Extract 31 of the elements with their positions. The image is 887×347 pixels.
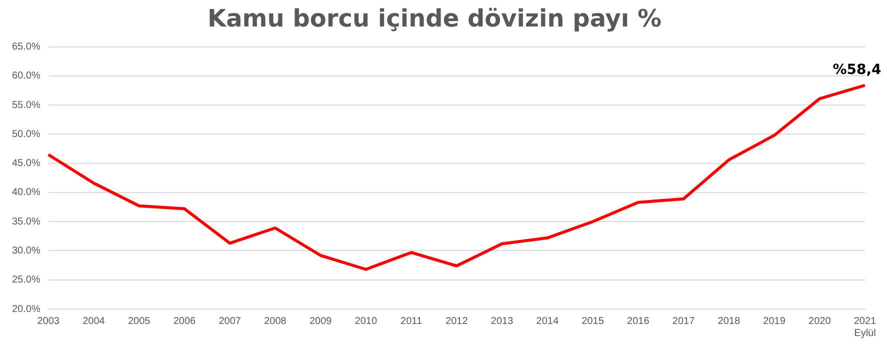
y-tick-label: 50.0% xyxy=(12,128,40,140)
x-tick-label: 2018 xyxy=(718,316,740,327)
x-tick-label: 2017 xyxy=(672,316,696,327)
y-tick-label: 65.0% xyxy=(12,42,40,53)
x-tick-label: 2007 xyxy=(218,316,242,327)
x-tick-label: 2021 Eylül xyxy=(854,316,877,339)
y-tick-label: 60.0% xyxy=(12,70,40,82)
x-tick-label: 2016 xyxy=(627,316,650,327)
y-tick-label: 45.0% xyxy=(12,158,40,170)
chart-title: Kamu borcu içinde dövizin payı % xyxy=(207,4,662,33)
x-tick-label: 2015 xyxy=(582,316,604,327)
x-tick-label: 2020 xyxy=(808,316,832,327)
y-tick-label: 55.0% xyxy=(12,100,40,111)
x-tick-label: 2013 xyxy=(490,316,514,327)
y-tick-label: 30.0% xyxy=(12,245,40,256)
x-tick-label: 2014 xyxy=(536,316,559,327)
x-tick-label: 2004 xyxy=(82,316,106,327)
y-tick-label: 40.0% xyxy=(12,187,40,198)
y-tick-label: 25.0% xyxy=(12,274,40,286)
x-tick-label: 2019 xyxy=(763,316,786,327)
x-tick-label: 2009 xyxy=(309,316,332,327)
y-tick-label: 20.0% xyxy=(12,304,40,315)
y-tick-label: 35.0% xyxy=(12,216,40,228)
x-tick-label: 2012 xyxy=(446,316,468,327)
x-tick-label: 2008 xyxy=(264,316,287,327)
x-tick-label: 2003 xyxy=(37,316,60,327)
x-tick-label: 2006 xyxy=(173,316,196,327)
x-tick-label: 2010 xyxy=(354,316,378,327)
data-label: %58,4 xyxy=(832,62,882,78)
x-tick-label: 2005 xyxy=(128,316,151,327)
x-tick-label: 2011 xyxy=(400,316,422,327)
